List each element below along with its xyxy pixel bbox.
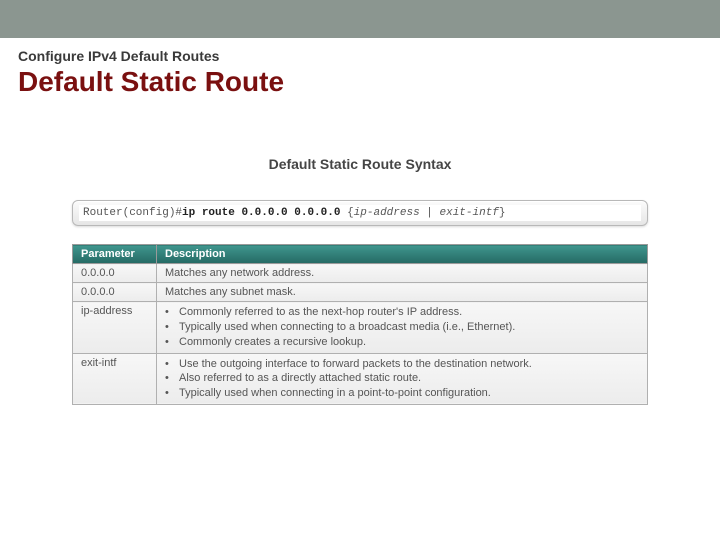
syntax-box: Router(config)#ip route 0.0.0.0 0.0.0.0 … xyxy=(72,200,648,226)
col-description: Description xyxy=(157,245,648,264)
syntax-text: Router(config)#ip route 0.0.0.0 0.0.0.0 … xyxy=(79,205,641,221)
col-parameter: Parameter xyxy=(73,245,157,264)
syntax-prefix: Router(config)# xyxy=(83,207,182,219)
param-cell: 0.0.0.0 xyxy=(73,264,157,283)
desc-cell: Commonly referred to as the next-hop rou… xyxy=(157,302,648,354)
desc-cell: Use the outgoing interface to forward pa… xyxy=(157,353,648,405)
table-row: 0.0.0.0 Matches any subnet mask. xyxy=(73,283,648,302)
param-cell: 0.0.0.0 xyxy=(73,283,157,302)
subtitle: Configure IPv4 Default Routes xyxy=(18,48,720,64)
syntax-brace-open: { xyxy=(340,207,353,219)
syntax-cmd: ip route 0.0.0.0 0.0.0.0 xyxy=(182,207,340,219)
figure: Default Static Route Syntax Router(confi… xyxy=(72,156,648,405)
figure-title: Default Static Route Syntax xyxy=(72,156,648,172)
bullet-list: Use the outgoing interface to forward pa… xyxy=(165,357,639,402)
bullet: Also referred to as a directly attached … xyxy=(165,371,639,386)
syntax-brace-close: } xyxy=(499,207,506,219)
desc-cell: Matches any subnet mask. xyxy=(157,283,648,302)
bullet: Commonly referred to as the next-hop rou… xyxy=(165,305,639,320)
param-cell: ip-address xyxy=(73,302,157,354)
table-row: 0.0.0.0 Matches any network address. xyxy=(73,264,648,283)
param-cell: exit-intf xyxy=(73,353,157,405)
bullet: Commonly creates a recursive lookup. xyxy=(165,335,639,350)
table-row: exit-intf Use the outgoing interface to … xyxy=(73,353,648,405)
table-row: ip-address Commonly referred to as the n… xyxy=(73,302,648,354)
top-bar xyxy=(0,0,720,38)
bullet: Use the outgoing interface to forward pa… xyxy=(165,357,639,372)
param-table: Parameter Description 0.0.0.0 Matches an… xyxy=(72,244,648,405)
page-title: Default Static Route xyxy=(18,66,720,98)
bullet: Typically used when connecting to a broa… xyxy=(165,320,639,335)
syntax-sep: | xyxy=(420,207,440,219)
desc-cell: Matches any network address. xyxy=(157,264,648,283)
table-header-row: Parameter Description xyxy=(73,245,648,264)
syntax-arg2: exit-intf xyxy=(440,207,499,219)
bullet-list: Commonly referred to as the next-hop rou… xyxy=(165,305,639,350)
syntax-arg1: ip-address xyxy=(354,207,420,219)
bullet: Typically used when connecting in a poin… xyxy=(165,386,639,401)
